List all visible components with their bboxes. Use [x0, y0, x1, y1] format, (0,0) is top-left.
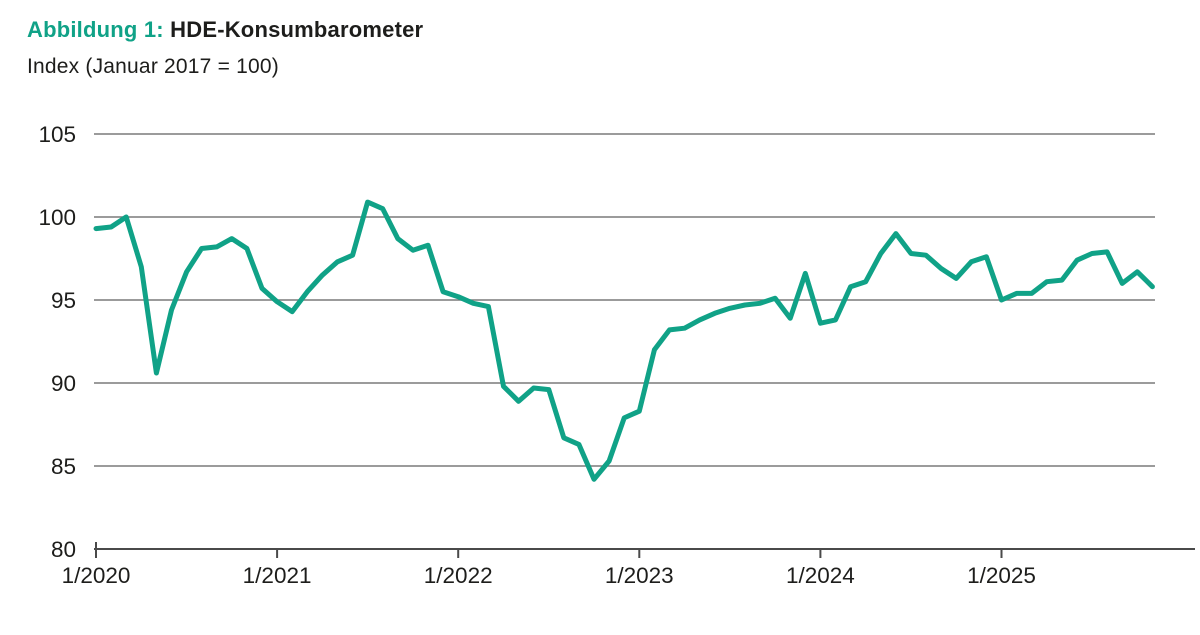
figure-subtitle: Index (Januar 2017 = 100) [27, 55, 279, 78]
x-tick-label: 1/2025 [967, 563, 1036, 588]
figure-title: HDE-Konsumbarometer [170, 17, 424, 42]
figure-label: Abbildung 1: [27, 17, 164, 42]
figure-caption: Abbildung 1: HDE-Konsumbarometer [27, 17, 423, 43]
y-tick-label: 80 [51, 537, 76, 562]
x-tick-label: 1/2020 [62, 563, 131, 588]
x-tick-label: 1/2022 [424, 563, 493, 588]
x-tick-label: 1/2021 [243, 563, 312, 588]
y-tick-label: 100 [38, 205, 76, 230]
y-tick-label: 90 [51, 371, 76, 396]
y-tick-label: 85 [51, 454, 76, 479]
y-tick-label: 105 [38, 122, 76, 147]
y-tick-label: 95 [51, 288, 76, 313]
x-tick-label: 1/2023 [605, 563, 674, 588]
x-tick-label: 1/2024 [786, 563, 855, 588]
data-line-hde-konsumbarometer [93, 199, 1155, 482]
